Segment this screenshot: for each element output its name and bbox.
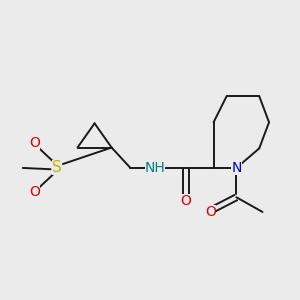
Text: O: O [205,205,216,219]
Text: N: N [231,161,242,175]
Text: NH: NH [145,161,165,175]
Text: O: O [180,194,191,208]
Text: S: S [52,160,62,175]
Text: O: O [29,185,40,200]
Text: O: O [29,136,40,151]
